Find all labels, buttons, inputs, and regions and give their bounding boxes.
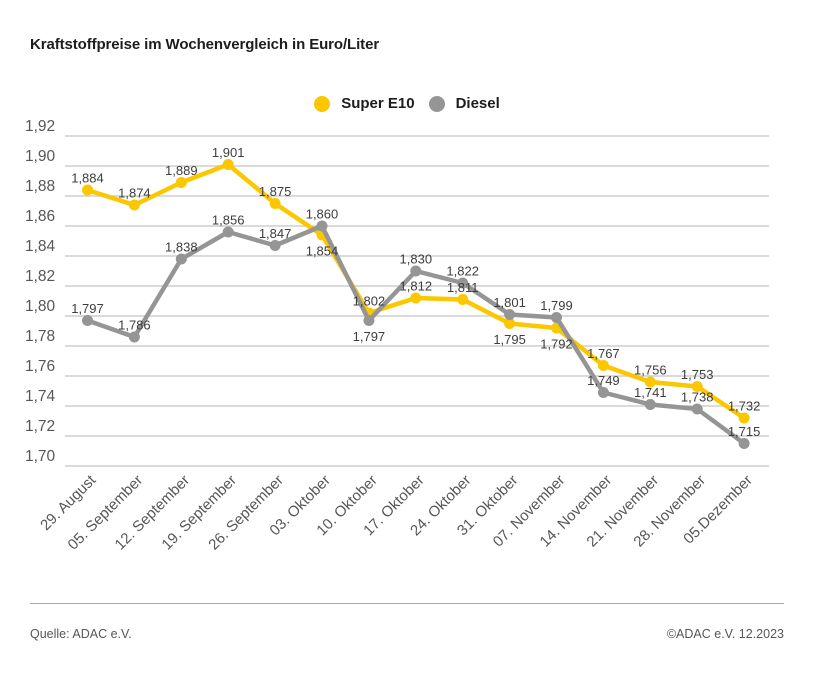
data-label-diesel: 1,786 [118,318,151,333]
data-point-super-e10 [597,360,609,371]
data-point-diesel [175,253,187,265]
data-label-super-e10: 1,802 [353,294,386,309]
data-point-diesel [222,226,234,238]
data-label-diesel: 1,847 [259,226,292,241]
data-point-super-e10 [82,184,93,196]
data-label-super-e10: 1,874 [118,186,151,201]
data-label-super-e10: 1,811 [447,280,479,295]
data-label-super-e10: 1,884 [71,171,104,186]
data-point-super-e10 [410,292,422,304]
y-axis-tick-label: 1,92 [25,118,55,135]
footer-divider [30,603,784,604]
y-axis-tick-label: 1,78 [25,328,55,345]
data-point-super-e10 [128,199,140,211]
data-label-super-e10: 1,901 [212,145,245,160]
data-label-diesel: 1,822 [446,264,479,279]
y-axis-tick-label: 1,86 [25,208,55,225]
data-point-diesel [597,387,609,398]
data-point-super-e10 [269,198,281,209]
data-point-diesel [457,277,469,289]
data-point-diesel [691,403,703,415]
data-label-super-e10: 1,889 [165,163,198,178]
line-chart: 1,92 1,90 1,88 1,86 1,84 1,82 1,80 1,78 1,76 1,74… [25,118,769,553]
data-point-diesel [363,315,375,326]
data-label-diesel: 1,856 [212,213,245,228]
legend-label-diesel: Diesel [455,95,500,112]
data-point-diesel [410,265,422,277]
data-point-diesel [128,331,140,343]
data-label-super-e10: 1,812 [400,279,433,294]
y-axis-tick-label: 1,80 [25,298,56,315]
data-point-super-e10 [738,412,750,424]
data-point-diesel [738,438,750,449]
y-axis-tick-label: 1,90 [25,148,56,165]
data-label-super-e10: 1,732 [728,399,761,414]
legend-item-diesel: Diesel [428,95,500,112]
y-axis-tick-label: 1,70 [25,448,56,465]
data-point-diesel [644,399,656,410]
data-point-super-e10 [175,177,187,188]
data-point-super-e10 [504,318,516,329]
source-note: Quelle: ADAC e.V. [30,627,132,641]
data-label-diesel: 1,860 [306,207,339,222]
data-point-diesel [551,312,562,323]
chart-legend: Super E10 Diesel [0,95,814,112]
data-label-diesel: 1,838 [165,240,198,255]
data-point-super-e10 [457,294,469,305]
data-label-super-e10: 1,756 [634,363,667,378]
y-axis-tick-label: 1,74 [25,388,56,405]
legend-dot-super-e10-icon [314,95,331,112]
data-point-diesel [316,220,328,232]
y-axis-tick-label: 1,82 [25,268,55,285]
data-point-super-e10 [644,376,656,388]
data-point-super-e10 [222,159,234,170]
data-label-diesel: 1,799 [540,298,573,313]
data-label-diesel: 1,715 [728,424,761,439]
y-axis-tick-label: 1,88 [25,178,55,195]
data-point-diesel [82,315,93,326]
y-axis-tick-label: 1,72 [25,418,55,435]
copyright-note: ©ADAC e.V. 12.2023 [666,627,784,641]
legend-item-super-e10: Super E10 [314,95,415,112]
data-label-super-e10: 1,767 [587,346,620,361]
legend-dot-diesel-icon [428,95,445,112]
data-label-diesel: 1,738 [681,390,714,405]
data-label-diesel: 1,801 [493,295,526,310]
y-axis-tick-label: 1,76 [25,358,55,375]
legend-label-super-e10: Super E10 [341,95,415,112]
data-point-super-e10 [691,381,703,392]
data-label-diesel: 1,797 [71,301,104,316]
data-label-super-e10: 1,854 [306,244,339,259]
data-point-diesel [269,240,281,251]
chart-title: Kraftstoffpreise im Wochenvergleich in E… [30,36,380,53]
y-axis-tick-label: 1,84 [25,238,56,255]
data-label-diesel: 1,741 [634,385,667,400]
data-label-diesel: 1,749 [587,373,620,388]
data-label-super-e10: 1,753 [681,367,714,382]
data-label-diesel: 1,797 [353,329,386,344]
data-label-super-e10: 1,792 [540,337,573,352]
data-label-super-e10: 1,795 [493,332,526,347]
data-point-diesel [504,309,516,320]
data-label-super-e10: 1,875 [259,184,292,199]
data-label-diesel: 1,830 [400,252,433,267]
